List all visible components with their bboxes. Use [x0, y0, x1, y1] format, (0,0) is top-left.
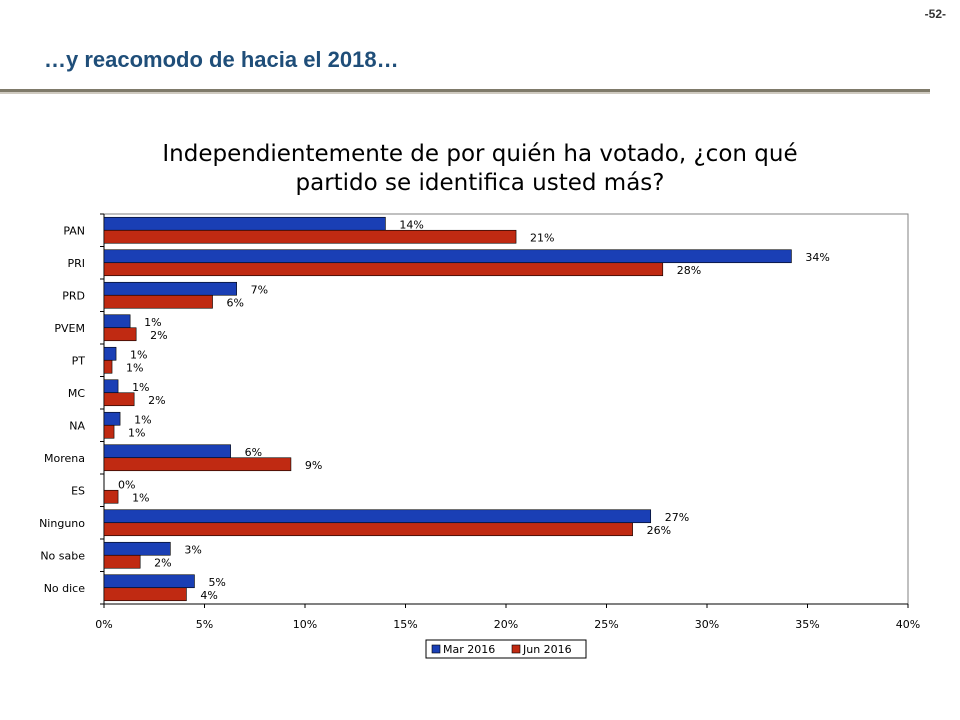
data-label: 14%: [399, 218, 423, 231]
data-label: 26%: [647, 524, 671, 537]
category-label: ES: [71, 484, 85, 497]
x-tick-label: 35%: [795, 618, 819, 631]
data-label: 2%: [150, 329, 167, 342]
title-divider-shadow: [0, 92, 930, 94]
category-label: Morena: [44, 452, 85, 465]
data-label: 6%: [227, 296, 244, 309]
legend-label: Mar 2016: [443, 643, 495, 656]
bar-mar-2016: [103, 379, 119, 394]
data-label: 0%: [118, 478, 135, 491]
category-label: PT: [72, 354, 86, 367]
bar-jun-2016: [103, 457, 292, 472]
legend-swatch: [431, 644, 441, 654]
data-label: 34%: [805, 251, 829, 264]
x-tick-label: 5%: [196, 618, 213, 631]
data-label: 7%: [251, 283, 268, 296]
data-label: 9%: [305, 459, 322, 472]
category-label: No dice: [44, 582, 86, 595]
bar-jun-2016: [103, 424, 115, 439]
data-label: 1%: [132, 491, 149, 504]
data-label: 2%: [148, 394, 165, 407]
data-label: 1%: [126, 361, 143, 374]
data-label: 2%: [154, 556, 171, 569]
x-tick-label: 40%: [896, 618, 920, 631]
chart-title-line-1: Independientemente de por quién ha votad…: [162, 141, 798, 167]
category-label: PRD: [62, 289, 85, 302]
bar-mar-2016: [103, 314, 131, 329]
bar-mar-2016: [103, 216, 386, 231]
data-label: 28%: [677, 264, 701, 277]
legend-label: Jun 2016: [522, 643, 572, 656]
data-label: 1%: [130, 348, 147, 361]
bar-mar-2016: [103, 346, 117, 361]
data-label: 27%: [665, 511, 689, 524]
category-label: No sabe: [40, 549, 85, 562]
x-tick-label: 20%: [494, 618, 518, 631]
data-label: 21%: [530, 231, 554, 244]
category-label: PAN: [63, 224, 85, 237]
x-tick-label: 25%: [594, 618, 618, 631]
x-tick-label: 10%: [293, 618, 317, 631]
data-label: 6%: [245, 446, 262, 459]
bar-mar-2016: [103, 574, 195, 589]
data-label: 1%: [132, 381, 149, 394]
legend-swatch: [511, 644, 521, 654]
category-label: NA: [69, 419, 85, 432]
bar-jun-2016: [103, 294, 213, 309]
chart-title-line-2: partido se identifica usted más?: [295, 170, 665, 196]
legend-box: [425, 639, 587, 659]
data-label: 1%: [134, 413, 151, 426]
data-label: 3%: [184, 543, 201, 556]
chart-title: Independientemente de por quién ha votad…: [100, 140, 860, 198]
data-label: 5%: [208, 576, 225, 589]
bar-jun-2016: [103, 587, 187, 602]
x-tick-label: 0%: [95, 618, 112, 631]
data-label: 1%: [128, 426, 145, 439]
slide-title: …y reacomodo de hacia el 2018…: [44, 47, 399, 72]
bar-mar-2016: [103, 509, 652, 524]
bar-jun-2016: [103, 554, 141, 569]
category-label: PRI: [67, 257, 85, 270]
bar-mar-2016: [103, 444, 231, 459]
bar-jun-2016: [103, 359, 113, 374]
page-number: -52-: [924, 7, 946, 21]
bar-mar-2016: [103, 281, 237, 296]
bar-mar-2016: [103, 249, 792, 264]
category-label: MC: [68, 387, 85, 400]
bar-mar-2016: [103, 411, 121, 426]
bar-jun-2016: [103, 489, 119, 504]
x-tick-label: 15%: [393, 618, 417, 631]
data-label: 4%: [200, 589, 217, 602]
category-label: PVEM: [54, 322, 85, 335]
bar-jun-2016: [103, 229, 517, 244]
data-label: 1%: [144, 316, 161, 329]
title-divider: [0, 89, 930, 92]
bar-mar-2016: [103, 541, 171, 556]
bar-jun-2016: [103, 522, 633, 537]
bar-jun-2016: [103, 262, 664, 277]
category-label: Ninguno: [39, 517, 85, 530]
x-tick-label: 30%: [695, 618, 719, 631]
bar-jun-2016: [103, 392, 135, 407]
bar-jun-2016: [103, 327, 137, 342]
